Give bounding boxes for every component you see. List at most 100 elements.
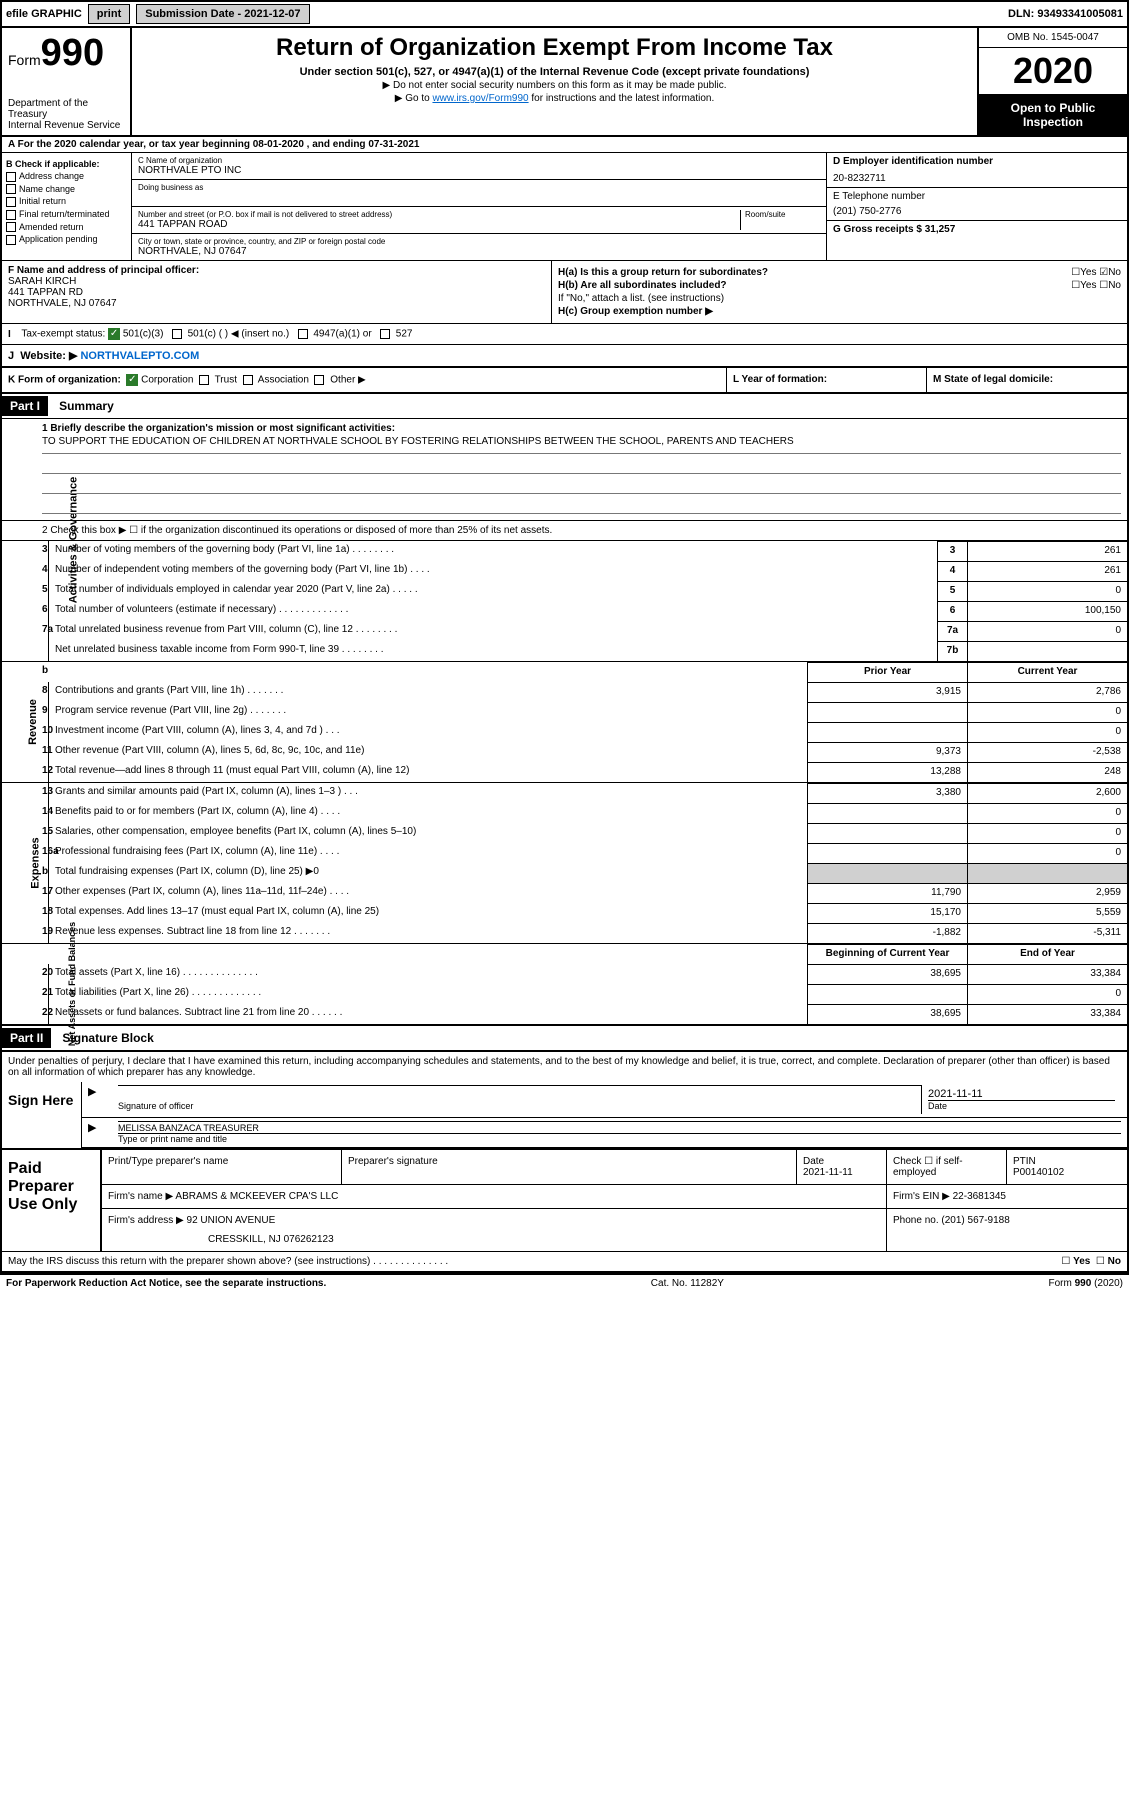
box-h: H(a) Is this a group return for subordin…	[552, 261, 1127, 323]
table-row: 6 Total number of volunteers (estimate i…	[2, 601, 1127, 621]
prep-ptin-cell: PTIN P00140102	[1007, 1150, 1127, 1184]
table-row: 5 Total number of individuals employed i…	[2, 581, 1127, 601]
check-other[interactable]	[314, 375, 324, 385]
table-row: 4 Number of independent voting members o…	[2, 561, 1127, 581]
part1-header-row: Part I Summary	[2, 394, 1127, 419]
tax-year: 2020	[979, 48, 1127, 95]
prep-selfemp-cell[interactable]: Check ☐ if self-employed	[887, 1150, 1007, 1184]
omb-number: OMB No. 1545-0047	[979, 28, 1127, 48]
check-501c-other[interactable]	[172, 329, 182, 339]
check-corporation[interactable]: ✓	[126, 374, 138, 386]
form-number: Form990	[8, 32, 124, 75]
print-button[interactable]: print	[88, 4, 130, 24]
line2-block: 2 Check this box ▶ ☐ if the organization…	[2, 521, 1127, 541]
table-row: 16a Professional fundraising fees (Part …	[2, 843, 1127, 863]
top-bar: efile GRAPHIC print Submission Date - 20…	[2, 2, 1127, 28]
efile-label: efile GRAPHIC	[6, 8, 82, 20]
expenses-label: Expenses	[30, 837, 42, 888]
table-row: 9 Program service revenue (Part VIII, li…	[2, 702, 1127, 722]
footer-left: For Paperwork Reduction Act Notice, see …	[6, 1278, 326, 1289]
ha-yes-no[interactable]: ☐Yes ☑No	[1071, 267, 1121, 278]
form-subtitle: Under section 501(c), 527, or 4947(a)(1)…	[138, 66, 971, 78]
check-address-change[interactable]: Address change	[6, 171, 127, 182]
department-label: Department of the Treasury Internal Reve…	[8, 98, 124, 131]
check-527[interactable]	[380, 329, 390, 339]
instruction-1: ▶ Do not enter social security numbers o…	[138, 80, 971, 91]
box-f: F Name and address of principal officer:…	[2, 261, 552, 323]
table-row: Net unrelated business taxable income fr…	[2, 641, 1127, 661]
end-year-header: End of Year	[967, 944, 1127, 964]
revenue-header-row: b Prior Year Current Year	[2, 662, 1127, 682]
form-title: Return of Organization Exempt From Incom…	[138, 34, 971, 62]
check-final-return[interactable]: Final return/terminated	[6, 209, 127, 220]
prep-name-header: Print/Type preparer's name	[102, 1150, 342, 1184]
table-row: 12 Total revenue—add lines 8 through 11 …	[2, 762, 1127, 782]
declaration-text: Under penalties of perjury, I declare th…	[2, 1051, 1127, 1082]
signature-row: ▶ Signature of officer 2021-11-11 Date	[82, 1082, 1127, 1118]
signature-field[interactable]: Signature of officer	[118, 1085, 921, 1114]
name-field: MELISSA BANZACA TREASURER Type or print …	[118, 1121, 1121, 1144]
table-row: 19 Revenue less expenses. Subtract line …	[2, 923, 1127, 943]
discuss-row: May the IRS discuss this return with the…	[2, 1251, 1127, 1271]
ein-cell: D Employer identification number 20-8232…	[827, 153, 1127, 188]
website-row: J Website: ▶ NORTHVALEPTO.COM	[2, 345, 1127, 368]
check-501c3[interactable]: ✓	[108, 328, 120, 340]
discuss-yes-no[interactable]: ☐ Yes ☐ No	[1061, 1256, 1121, 1267]
part1-title: Summary	[51, 399, 114, 413]
k-l-m-row: K Form of organization: ✓ Corporation Tr…	[2, 368, 1127, 394]
table-row: 22 Net assets or fund balances. Subtract…	[2, 1004, 1127, 1024]
table-row: 14 Benefits paid to or for members (Part…	[2, 803, 1127, 823]
sign-fields: ▶ Signature of officer 2021-11-11 Date ▶…	[82, 1082, 1127, 1148]
current-year-header: Current Year	[967, 662, 1127, 682]
table-row: 20 Total assets (Part X, line 16) . . . …	[2, 964, 1127, 984]
table-row: 21 Total liabilities (Part X, line 26) .…	[2, 984, 1127, 1004]
website-link[interactable]: NORTHVALEPTO.COM	[80, 350, 199, 362]
signature-date: 2021-11-11 Date	[921, 1085, 1121, 1114]
hb-row: H(b) Are all subordinates included? ☐Yes…	[558, 280, 1121, 291]
part2-header: Part II	[2, 1028, 51, 1048]
preparer-section: Paid Preparer Use Only Print/Type prepar…	[2, 1148, 1127, 1251]
table-row: 17 Other expenses (Part IX, column (A), …	[2, 883, 1127, 903]
gross-receipts-cell: G Gross receipts $ 31,257	[827, 221, 1127, 238]
header-middle: Return of Organization Exempt From Incom…	[132, 28, 977, 135]
city-cell: City or town, state or province, country…	[132, 234, 826, 260]
header-left: Form990 Department of the Treasury Inter…	[2, 28, 132, 135]
box-l: L Year of formation:	[727, 368, 927, 392]
header-right: OMB No. 1545-0047 2020 Open to Public In…	[977, 28, 1127, 135]
prior-year-header: Prior Year	[807, 662, 967, 682]
check-initial-return[interactable]: Initial return	[6, 196, 127, 207]
box-m: M State of legal domicile:	[927, 368, 1127, 392]
table-row: 18 Total expenses. Add lines 13–17 (must…	[2, 903, 1127, 923]
part2-header-row: Part II Signature Block	[2, 1024, 1127, 1051]
check-association[interactable]	[243, 375, 253, 385]
expenses-section: Expenses 13 Grants and similar amounts p…	[2, 782, 1127, 943]
table-row: 10 Investment income (Part VIII, column …	[2, 722, 1127, 742]
check-amended-return[interactable]: Amended return	[6, 222, 127, 233]
hb-yes-no[interactable]: ☐Yes ☐No	[1071, 280, 1121, 291]
na-header-row: Beginning of Current Year End of Year	[2, 944, 1127, 964]
table-row: 11 Other revenue (Part VIII, column (A),…	[2, 742, 1127, 762]
dln-label: DLN: 93493341005081	[1008, 8, 1123, 20]
table-row: 8 Contributions and grants (Part VIII, l…	[2, 682, 1127, 702]
ha-row: H(a) Is this a group return for subordin…	[558, 267, 1121, 278]
tax-status-left: I Tax-exempt status: ✓ 501(c)(3) 501(c) …	[8, 328, 558, 340]
check-trust[interactable]	[199, 375, 209, 385]
hc-row: H(c) Group exemption number ▶	[558, 306, 1121, 317]
check-application-pending[interactable]: Application pending	[6, 234, 127, 245]
section-f-h: F Name and address of principal officer:…	[2, 261, 1127, 324]
submission-date-button[interactable]: Submission Date - 2021-12-07	[136, 4, 309, 24]
mission-text: TO SUPPORT THE EDUCATION OF CHILDREN AT …	[42, 436, 1121, 454]
instruction-2: ▶ Go to www.irs.gov/Form990 for instruct…	[138, 93, 971, 104]
footer: For Paperwork Reduction Act Notice, see …	[0, 1273, 1129, 1292]
table-row: 3 Number of voting members of the govern…	[2, 541, 1127, 561]
org-name-cell: C Name of organization NORTHVALE PTO INC	[132, 153, 826, 180]
dba-cell: Doing business as	[132, 180, 826, 207]
irs-link[interactable]: www.irs.gov/Form990	[432, 93, 528, 104]
firm-name-row: Firm's name ▶ ABRAMS & MCKEEVER CPA'S LL…	[102, 1185, 1127, 1209]
box-b: B Check if applicable: Address change Na…	[2, 153, 132, 260]
governance-section: Activities & Governance 1 Briefly descri…	[2, 419, 1127, 661]
begin-year-header: Beginning of Current Year	[807, 944, 967, 964]
prep-date-cell: Date 2021-11-11	[797, 1150, 887, 1184]
check-4947[interactable]	[298, 329, 308, 339]
check-name-change[interactable]: Name change	[6, 184, 127, 195]
